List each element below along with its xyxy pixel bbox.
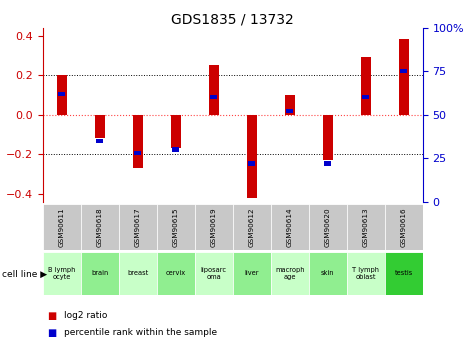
- Bar: [247, 115, 256, 198]
- Text: GSM90611: GSM90611: [59, 207, 65, 247]
- Bar: [43, 204, 81, 250]
- Text: brain: brain: [91, 270, 108, 276]
- Text: skin: skin: [321, 270, 334, 276]
- Bar: [285, 95, 294, 115]
- Bar: [119, 252, 157, 295]
- Bar: [81, 252, 119, 295]
- Bar: [385, 252, 423, 295]
- Bar: [58, 92, 65, 96]
- Bar: [195, 204, 233, 250]
- Bar: [233, 252, 271, 295]
- Bar: [57, 75, 67, 115]
- Bar: [96, 139, 103, 143]
- Text: macroph
age: macroph age: [275, 267, 304, 280]
- Text: GSM90617: GSM90617: [135, 207, 141, 247]
- Bar: [309, 204, 347, 250]
- Text: testis: testis: [395, 270, 413, 276]
- Text: ■: ■: [48, 328, 57, 338]
- Text: GSM90614: GSM90614: [287, 207, 293, 247]
- Text: breast: breast: [127, 270, 148, 276]
- Text: GSM90618: GSM90618: [97, 207, 103, 247]
- Bar: [43, 252, 81, 295]
- Bar: [171, 115, 180, 148]
- Bar: [347, 204, 385, 250]
- Bar: [172, 147, 179, 152]
- Bar: [209, 65, 218, 115]
- Text: GSM90620: GSM90620: [325, 207, 331, 247]
- Bar: [248, 161, 255, 166]
- Bar: [157, 252, 195, 295]
- Bar: [195, 252, 233, 295]
- Bar: [134, 151, 141, 155]
- Text: GSM90612: GSM90612: [249, 207, 255, 247]
- Bar: [399, 39, 408, 115]
- Bar: [271, 252, 309, 295]
- Text: cell line ▶: cell line ▶: [2, 270, 48, 279]
- Text: cervix: cervix: [166, 270, 186, 276]
- Bar: [347, 252, 385, 295]
- Bar: [324, 161, 331, 166]
- Text: B lymph
ocyte: B lymph ocyte: [48, 267, 76, 280]
- Text: ■: ■: [48, 311, 57, 321]
- Text: GSM90619: GSM90619: [211, 207, 217, 247]
- Bar: [157, 204, 195, 250]
- Bar: [309, 252, 347, 295]
- Bar: [362, 95, 369, 99]
- Text: log2 ratio: log2 ratio: [64, 311, 107, 320]
- Bar: [286, 109, 293, 114]
- Bar: [95, 115, 104, 138]
- Text: liver: liver: [245, 270, 259, 276]
- Bar: [233, 204, 271, 250]
- Bar: [400, 69, 407, 73]
- Bar: [133, 115, 142, 168]
- Text: liposarc
oma: liposarc oma: [201, 267, 227, 280]
- Bar: [385, 204, 423, 250]
- Text: T lymph
oblast: T lymph oblast: [352, 267, 379, 280]
- Title: GDS1835 / 13732: GDS1835 / 13732: [171, 12, 294, 27]
- Text: percentile rank within the sample: percentile rank within the sample: [64, 328, 217, 337]
- Bar: [210, 95, 217, 99]
- Text: GSM90615: GSM90615: [173, 207, 179, 247]
- Bar: [81, 204, 119, 250]
- Bar: [323, 115, 332, 160]
- Bar: [119, 204, 157, 250]
- Text: GSM90613: GSM90613: [363, 207, 369, 247]
- Text: GSM90616: GSM90616: [401, 207, 407, 247]
- Bar: [361, 57, 370, 115]
- Bar: [271, 204, 309, 250]
